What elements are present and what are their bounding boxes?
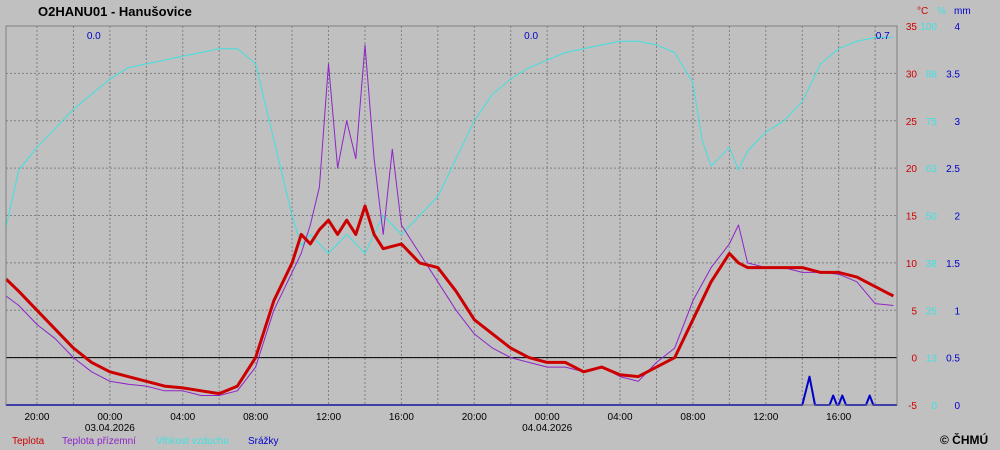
x-tick-label: 08:00	[680, 412, 705, 423]
y-tick-humidity: 0	[931, 401, 937, 412]
y-tick-temperature: 20	[906, 164, 918, 175]
chart-title: O2HANU01 - Hanušovice	[38, 4, 192, 19]
x-tick-label: 04:00	[608, 412, 633, 423]
y-tick-temperature: 15	[906, 212, 918, 223]
y-tick-temperature: 5	[911, 306, 917, 317]
y-tick-humidity: 50	[926, 212, 938, 223]
y-tick-temperature: 10	[906, 259, 918, 270]
x-tick-label: 00:00	[97, 412, 122, 423]
unit-temperature: °C	[917, 6, 928, 17]
y-tick-humidity: 88	[926, 69, 938, 80]
x-tick-label: 20:00	[24, 412, 49, 423]
legend-ground-temperature: Teplota přízemní	[62, 436, 136, 447]
x-tick-label: 00:00	[535, 412, 560, 423]
copyright: © ČHMÚ	[940, 432, 988, 447]
legend-humidity: Vlhkost vzduchu	[156, 436, 229, 447]
series-humidity-line	[5, 36, 894, 254]
y-tick-temperature: 30	[906, 69, 918, 80]
y-tick-temperature: 35	[906, 22, 918, 33]
y-tick-humidity: 75	[926, 117, 938, 128]
date-label: 03.04.2026	[85, 423, 135, 434]
series-temperature-line	[4, 204, 895, 396]
y-tick-precipitation: 2	[954, 212, 960, 223]
y-tick-temperature: -5	[908, 401, 917, 412]
precip-total-label: 0.7	[876, 31, 890, 42]
y-tick-precipitation: 1	[954, 306, 960, 317]
y-tick-humidity: 13	[926, 354, 938, 365]
x-tick-label: 12:00	[753, 412, 778, 423]
y-tick-precipitation: 0.5	[946, 354, 960, 365]
legend-precipitation: Srážky	[248, 436, 279, 447]
x-tick-label: 08:00	[243, 412, 268, 423]
y-tick-precipitation: 2.5	[946, 164, 960, 175]
y-tick-humidity: 63	[926, 164, 938, 175]
y-tick-humidity: 25	[926, 306, 938, 317]
x-tick-label: 04:00	[170, 412, 195, 423]
unit-humidity: %	[937, 6, 946, 17]
y-tick-humidity: 38	[926, 259, 938, 270]
precip-total-label: 0.0	[87, 31, 101, 42]
x-tick-label: 12:00	[316, 412, 341, 423]
plot-frame	[5, 25, 898, 406]
series-group	[4, 36, 897, 406]
tick-labels: 20:00 00:00 04:00 08:00 12:00 16:00 20:00 00:00…	[24, 22, 960, 434]
y-tick-precipitation: 4	[954, 22, 960, 33]
date-label: 04.04.2026	[522, 423, 572, 434]
unit-precipitation: mm	[954, 6, 971, 17]
y-tick-temperature: 0	[911, 354, 917, 365]
series-ground-temperature-line	[5, 44, 894, 396]
y-tick-precipitation: 3	[954, 117, 960, 128]
x-tick-label: 16:00	[826, 412, 851, 423]
precip-total-label: 0.0	[524, 31, 538, 42]
legend-temperature: Teplota	[12, 436, 45, 447]
y-tick-humidity: 100	[920, 22, 937, 33]
y-tick-temperature: 25	[906, 117, 918, 128]
x-tick-label: 16:00	[389, 412, 414, 423]
y-tick-precipitation: 3.5	[946, 69, 960, 80]
y-tick-precipitation: 1.5	[946, 259, 960, 270]
y-tick-precipitation: 0	[954, 401, 960, 412]
x-tick-label: 20:00	[462, 412, 487, 423]
